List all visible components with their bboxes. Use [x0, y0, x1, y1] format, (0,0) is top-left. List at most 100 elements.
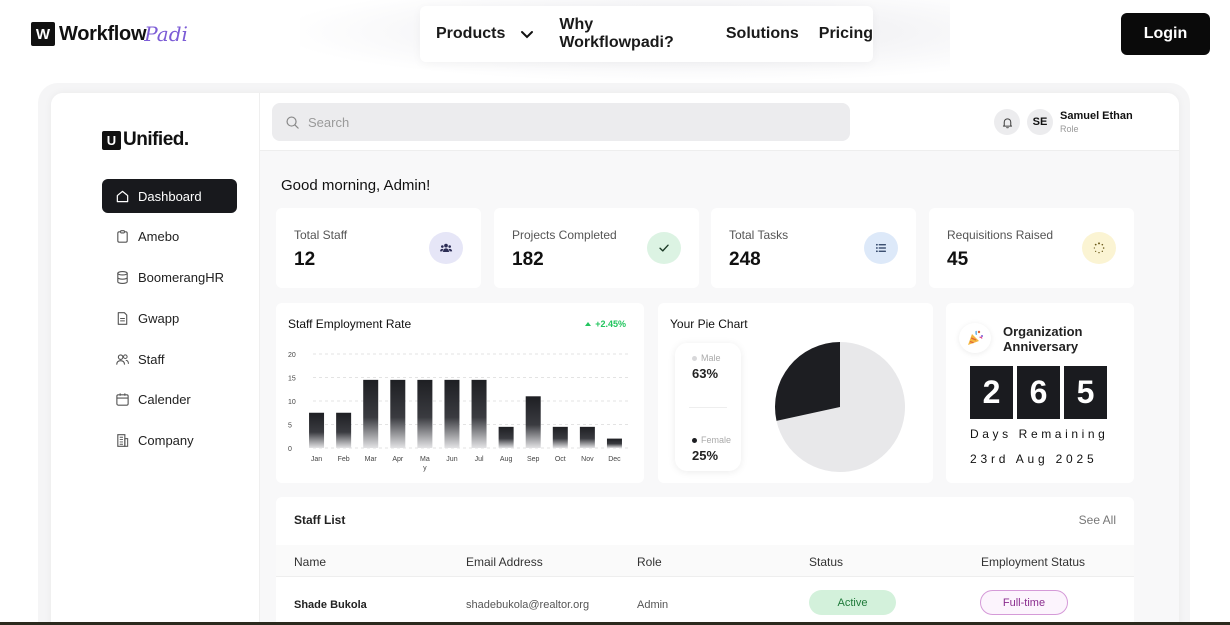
nav-pricing[interactable]: Pricing	[818, 25, 873, 42]
column-header-email[interactable]: Email Address	[466, 555, 543, 569]
stat-card-total-tasks[interactable]: Total Tasks 248	[711, 208, 916, 288]
pie-slice-female[interactable]	[775, 342, 840, 421]
x-tick-label: Aug	[500, 456, 513, 463]
avatar[interactable]: SE	[1027, 109, 1053, 135]
bottom-edge	[0, 622, 1230, 625]
nav-why[interactable]: Why Workflowpadi?	[559, 16, 674, 51]
countdown-digit: 6	[1017, 366, 1060, 419]
unified-logo-mark: U	[102, 130, 121, 150]
legend-label: Female	[701, 435, 732, 445]
bar-apr[interactable]	[390, 379, 406, 448]
anniversary-date: 23rd Aug 2025	[970, 452, 1098, 466]
nav-solutions[interactable]: Solutions	[725, 25, 799, 42]
sidebar-item-label: Company	[138, 433, 194, 449]
bar-nov[interactable]	[579, 426, 595, 448]
stat-label: Total Staff	[294, 228, 348, 242]
legend-item-male: Male 63%	[692, 353, 721, 381]
y-tick-label: 10	[288, 399, 296, 406]
stat-card-projects-completed[interactable]: Projects Completed 182	[494, 208, 699, 288]
x-tick-label: Feb	[338, 456, 350, 463]
anniversary-title-line2: Anniversary	[1003, 339, 1079, 354]
bar-jun[interactable]	[444, 379, 460, 448]
unified-logo-text: Unified.	[123, 129, 189, 150]
nav-products[interactable]: Products	[436, 25, 535, 43]
notification-button[interactable]	[994, 109, 1020, 135]
user-role: Role	[1060, 124, 1079, 134]
workflowpadi-logo[interactable]: W Workflow Padi	[31, 22, 188, 46]
stat-card-total-staff[interactable]: Total Staff 12	[276, 208, 481, 288]
bar-feb[interactable]	[336, 412, 352, 448]
cell-email[interactable]: shadebukola@realtor.org	[466, 599, 590, 611]
change-value: +2.45%	[595, 319, 626, 329]
bar-oct[interactable]	[552, 426, 568, 448]
nav-products-label: Products	[436, 25, 506, 42]
unified-logo[interactable]: U Unified.	[102, 129, 189, 151]
app-topbar: SE Samuel Ethan Role	[260, 93, 1179, 151]
bar-jul[interactable]	[471, 379, 487, 448]
column-header-employment-status[interactable]: Employment Status	[981, 555, 1086, 569]
column-header-name[interactable]: Name	[294, 555, 327, 569]
stat-value: 182	[512, 249, 544, 270]
x-tick-label: Jun	[446, 456, 457, 463]
sidebar-item-label: Staff	[138, 351, 165, 367]
sidebar-item-company[interactable]: Company	[102, 424, 237, 458]
bar-dec[interactable]	[606, 438, 622, 448]
stat-label: Total Tasks	[729, 228, 789, 242]
legend-swatch-female	[692, 437, 697, 443]
calendar-icon	[116, 393, 129, 407]
sidebar-item-label: BoomerangHR	[138, 270, 224, 286]
table-header: Name Email Address Role Status Employmen…	[276, 545, 1134, 577]
x-tick-label: Apr	[392, 456, 404, 463]
x-tick-label: Oct	[555, 456, 566, 463]
login-button[interactable]: Login	[1121, 13, 1210, 55]
search-input[interactable]	[308, 114, 808, 130]
list-icon	[864, 232, 898, 264]
legend-divider	[689, 407, 727, 408]
sidebar-item-amebo[interactable]: Amebo	[102, 220, 237, 254]
bar-may[interactable]	[417, 379, 433, 448]
bar-sep[interactable]	[525, 396, 541, 448]
bar-aug[interactable]	[498, 426, 514, 448]
stat-card-requisitions-raised[interactable]: Requisitions Raised 45	[929, 208, 1134, 288]
anniversary-card: Organization Anniversary 2 6 5 Days Rema…	[946, 303, 1134, 483]
column-header-status[interactable]: Status	[809, 555, 844, 569]
main-content: SE Samuel Ethan Role Good morning, Admin…	[260, 93, 1179, 625]
sidebar-item-staff[interactable]: Staff	[102, 342, 237, 376]
building-icon	[117, 434, 129, 448]
sidebar-item-dashboard[interactable]: Dashboard	[102, 179, 237, 213]
users-icon	[116, 354, 129, 365]
employment-rate-title: Staff Employment Rate	[288, 317, 412, 331]
bar-jan[interactable]	[309, 412, 325, 448]
logo-mark: W	[31, 22, 55, 46]
y-tick-label: 20	[288, 352, 296, 359]
sidebar-item-gwapp[interactable]: Gwapp	[102, 301, 237, 335]
column-header-role[interactable]: Role	[637, 555, 662, 569]
legend-swatch-male	[692, 355, 697, 361]
legend-value: 63%	[692, 366, 719, 381]
sidebar-item-boomeranghr[interactable]: BoomerangHR	[102, 261, 237, 295]
search-bar[interactable]	[272, 103, 850, 141]
status-badge: Active	[809, 590, 896, 615]
pie-slice-male[interactable]	[776, 342, 905, 472]
staff-list-card: Staff List See All Name Email Address Ro…	[276, 497, 1134, 625]
sidebar-item-calender[interactable]: Calender	[102, 383, 237, 417]
greeting-title: Good morning, Admin!	[281, 177, 431, 194]
x-tick-label: Ma y	[420, 456, 430, 472]
employment-bar-chart: 0 5 10 15 20 Jan Feb Mar Apr Ma y Jun Jul Aug Sep Oct No…	[288, 352, 628, 472]
employment-status-badge: Full-time	[980, 590, 1068, 615]
see-all-link[interactable]: See All	[1078, 513, 1116, 527]
sidebar-item-label: Dashboard	[138, 188, 202, 204]
pie-chart	[775, 342, 905, 472]
top-nav: Products Why Workflowpadi? Solutions Pri…	[420, 6, 873, 62]
legend-value: 25%	[692, 448, 719, 463]
loader-icon	[1082, 232, 1116, 264]
countdown-digits: 2 6 5	[970, 366, 1107, 419]
x-tick-label: Mar	[365, 456, 378, 463]
dashboard-preview: U Unified. Dashboard Amebo BoomerangHR G…	[51, 93, 1179, 625]
countdown-digit: 2	[970, 366, 1013, 419]
bar-mar[interactable]	[363, 379, 379, 448]
bell-icon	[1002, 117, 1012, 128]
stat-value: 248	[729, 249, 761, 270]
check-icon	[647, 232, 681, 264]
y-tick-label: 0	[288, 446, 292, 453]
